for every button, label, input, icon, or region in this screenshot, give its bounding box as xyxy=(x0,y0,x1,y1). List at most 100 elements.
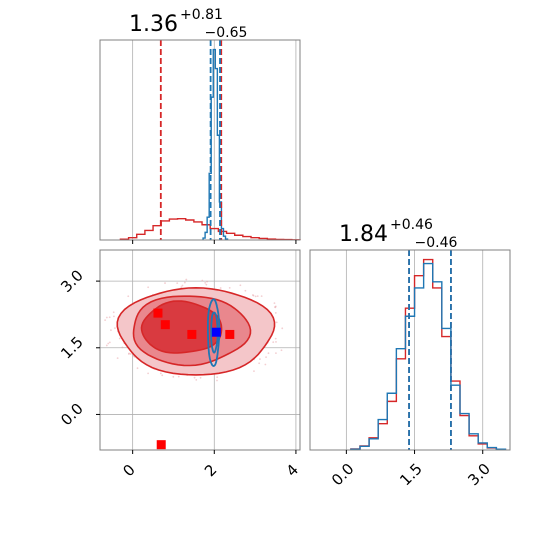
marginal-2-frame xyxy=(309,249,511,451)
scatter-point xyxy=(172,375,175,378)
blue-contour-inner xyxy=(210,311,219,354)
scatter-point xyxy=(110,329,112,332)
scatter-point xyxy=(104,319,107,322)
scatter-point xyxy=(176,282,179,284)
scatter-point xyxy=(259,358,261,360)
marginal-2-ticks: 0.0 1.5 3.0 xyxy=(328,450,494,489)
x-tick-label: 0 xyxy=(119,461,138,480)
scatter-point xyxy=(258,362,261,365)
scatter-point xyxy=(272,341,275,344)
scatter-point xyxy=(121,346,124,349)
marginal-1-title-sub: −0.65 xyxy=(205,25,248,41)
marginal-histogram-param-1: 1.36 +0.81 −0.65 xyxy=(99,7,301,244)
scatter-point xyxy=(254,295,257,298)
scatter-point xyxy=(280,349,283,352)
blue-histogram-series xyxy=(202,48,229,240)
scatter-point xyxy=(195,378,198,381)
joint-y-ticks: 0.0 1.5 3.0 xyxy=(57,266,100,429)
scatter-point xyxy=(127,353,130,355)
joint-x-ticks: 0 2 4 xyxy=(119,450,302,480)
marginal-2-title-sup: +0.46 xyxy=(390,217,433,233)
blue-contour-outer xyxy=(207,298,221,367)
joint-density-panel: 0 2 4 0.0 1.5 3.0 xyxy=(57,249,302,480)
joint-frame xyxy=(99,249,301,451)
scatter-point xyxy=(275,341,277,343)
scatter-point xyxy=(260,295,263,297)
scatter-point xyxy=(267,352,270,355)
scatter-point xyxy=(265,356,267,359)
marginal-2-title-sub: −0.46 xyxy=(415,235,458,251)
scatter-point xyxy=(118,337,121,340)
scatter-point xyxy=(275,321,278,324)
scatter-point xyxy=(256,295,259,298)
scatter-point xyxy=(127,295,130,298)
red-histogram-series xyxy=(119,217,301,241)
scatter-point xyxy=(114,327,116,330)
scatter-point xyxy=(108,341,111,344)
marginal-1-title: 1.36 +0.81 −0.65 xyxy=(129,7,247,41)
scatter-point xyxy=(108,316,111,319)
scatter-point xyxy=(147,372,150,375)
scatter-point xyxy=(219,287,222,289)
red-square-marker xyxy=(187,329,197,339)
scatter-point xyxy=(253,370,255,373)
scatter-point xyxy=(274,312,277,314)
scatter-point xyxy=(264,363,267,366)
scatter-point xyxy=(193,376,196,379)
scatter-point xyxy=(204,281,207,284)
scatter-point xyxy=(205,283,208,286)
marginal-1-title-sup: +0.81 xyxy=(180,7,223,23)
scatter-point xyxy=(275,352,277,355)
marginal-2-series xyxy=(350,258,507,450)
scatter-point xyxy=(281,327,284,330)
marginal-1-ticks xyxy=(132,240,297,244)
scatter-point xyxy=(112,311,115,314)
scatter-point xyxy=(183,281,186,284)
x-tick-label: 1.5 xyxy=(396,460,426,490)
scatter-point xyxy=(252,294,255,297)
marginal-1-title-main: 1.36 xyxy=(129,12,178,37)
red-square-marker xyxy=(156,440,166,450)
scatter-point xyxy=(274,306,277,309)
marginal-2-title-main: 1.84 xyxy=(339,222,388,247)
scatter-point xyxy=(161,374,164,377)
x-tick-label: 0.0 xyxy=(328,460,358,490)
joint-markers xyxy=(153,308,235,450)
joint-blue-contours xyxy=(207,298,221,367)
red-square-marker xyxy=(153,308,163,318)
scatter-point xyxy=(116,357,119,360)
scatter-point xyxy=(164,282,166,284)
scatter-point xyxy=(239,284,242,287)
marginal-1-frame xyxy=(99,39,301,241)
scatter-point xyxy=(201,279,204,282)
y-tick-label: 1.5 xyxy=(57,333,87,363)
red-square-marker xyxy=(225,329,235,339)
marginal-2-title: 1.84 +0.46 −0.46 xyxy=(339,217,457,251)
marginal-2-quantile-lines xyxy=(408,250,452,450)
scatter-point xyxy=(228,286,231,289)
scatter-point xyxy=(185,278,188,281)
scatter-point xyxy=(206,280,209,283)
red-square-marker xyxy=(160,320,170,330)
y-tick-label: 3.0 xyxy=(57,266,87,296)
red-histogram-series xyxy=(350,258,507,450)
scatter-point xyxy=(105,316,108,319)
scatter-point xyxy=(105,344,108,347)
scatter-point xyxy=(273,302,276,305)
x-tick-label: 2 xyxy=(201,461,220,480)
x-tick-label: 3.0 xyxy=(464,460,494,490)
scatter-point xyxy=(159,372,162,375)
scatter-point xyxy=(181,284,184,287)
scatter-point xyxy=(216,376,219,379)
scatter-point xyxy=(274,337,277,340)
scatter-point xyxy=(180,286,183,289)
scatter-point xyxy=(199,376,202,379)
marginal-1-grid xyxy=(132,40,297,240)
marginal-1-quantile-lines xyxy=(159,40,223,240)
scatter-point xyxy=(129,353,132,355)
marginal-1-series xyxy=(119,48,301,241)
y-tick-label: 0.0 xyxy=(57,400,87,430)
scatter-point xyxy=(113,315,115,318)
scatter-point xyxy=(216,379,218,382)
scatter-point xyxy=(177,375,180,378)
